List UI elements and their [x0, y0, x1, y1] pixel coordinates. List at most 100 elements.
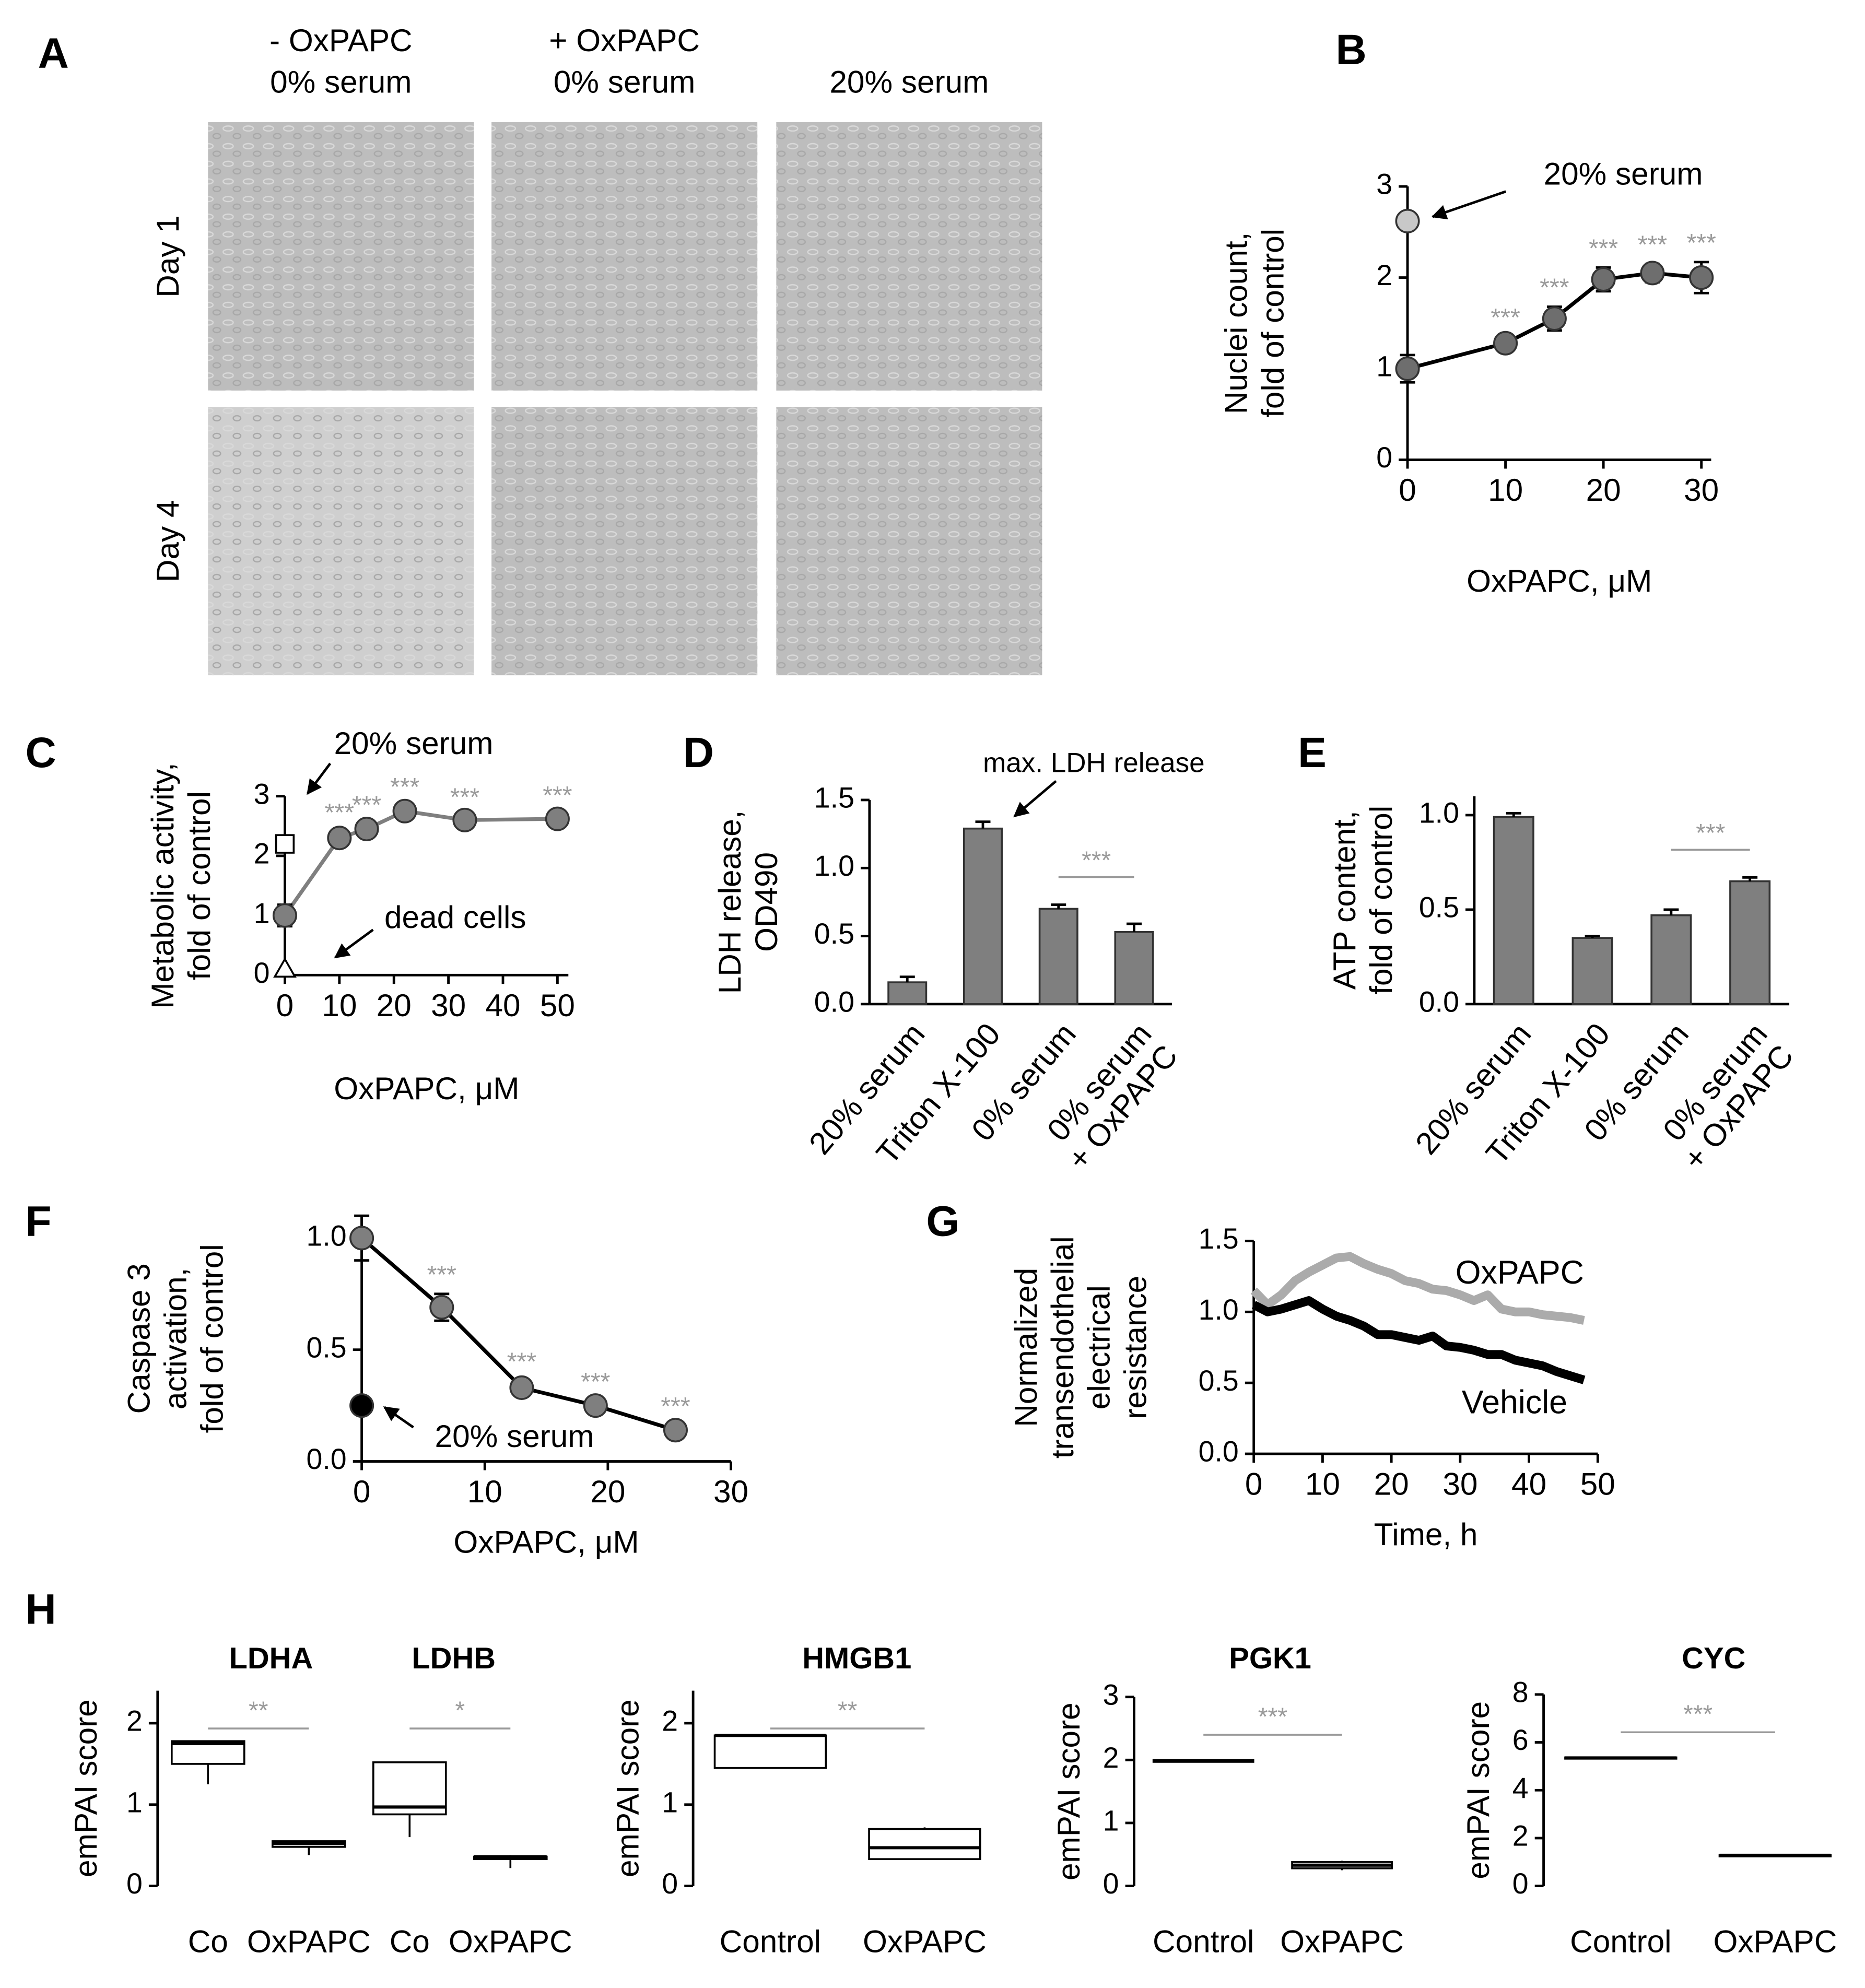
significance: *** — [325, 798, 355, 827]
x-tick-label: 30 — [431, 987, 466, 1023]
series-label: OxPAPC — [1456, 1254, 1584, 1291]
y-tick-label: 0.0 — [814, 985, 854, 1018]
bar — [1493, 816, 1534, 1005]
y-axis-label: emPAI score — [1051, 1702, 1086, 1880]
column-header: 20% serum — [829, 64, 989, 100]
x-tick-label: Control — [1570, 1923, 1671, 1959]
column-header: 0% serum — [270, 64, 412, 100]
x-tick-label: 10 — [1488, 472, 1523, 508]
marker — [1591, 267, 1616, 292]
x-tick-label: Co — [188, 1923, 228, 1959]
y-tick-label: 8 — [1512, 1676, 1529, 1709]
significance: *** — [581, 1368, 611, 1396]
y-tick-label: 3 — [254, 778, 270, 810]
y-tick-label: 0 — [1512, 1867, 1529, 1900]
y-tick-label: 3 — [1376, 168, 1392, 201]
significance: *** — [1638, 230, 1668, 258]
y-axis-label: fold of control — [181, 791, 217, 980]
marker — [429, 1295, 454, 1320]
x-tick-label: 10 — [467, 1474, 502, 1509]
y-tick-label: 3 — [1103, 1678, 1119, 1711]
panel-letter: G — [926, 1198, 959, 1245]
column-header: - OxPAPC — [269, 22, 413, 58]
marker — [1395, 208, 1420, 233]
line — [1251, 1296, 1586, 1384]
error-bar — [899, 975, 915, 983]
line — [1250, 1252, 1585, 1325]
y-tick-label: 0 — [254, 957, 270, 989]
row-label: Day 4 — [150, 500, 185, 582]
x-tick-label: Control — [1153, 1923, 1254, 1959]
y-axis-label: Normalized — [1008, 1268, 1043, 1427]
marker — [349, 1226, 374, 1251]
y-tick-label: 0 — [1103, 1867, 1119, 1900]
annotation-arrow — [306, 762, 332, 795]
x-tick-label: 20 — [590, 1474, 625, 1509]
x-axis-label: OxPAPC, μM — [1467, 563, 1652, 598]
x-tick-label: Control — [720, 1923, 821, 1959]
significance: *** — [1082, 846, 1111, 874]
significance: *** — [661, 1392, 690, 1420]
panel-title: LDHB — [412, 1642, 496, 1675]
y-axis-label: activation, — [157, 1268, 193, 1409]
y-tick-label: 0.5 — [1419, 891, 1459, 924]
annotation: max. LDH release — [983, 747, 1205, 778]
series-label: Vehicle — [1462, 1384, 1567, 1421]
x-tick-label: 20 — [377, 987, 412, 1023]
x-tick-label: 20 — [1586, 472, 1621, 508]
y-axis-label: Caspase 3 — [121, 1263, 156, 1414]
micrograph-texture — [491, 122, 758, 391]
box — [713, 1734, 827, 1769]
annotation: 20% serum — [334, 725, 494, 761]
y-tick-label: 0.5 — [307, 1331, 347, 1363]
panel-letter: A — [38, 30, 69, 77]
x-tick-label: 30 — [1442, 1466, 1477, 1502]
bar — [887, 981, 928, 1005]
x-tick-label: 10 — [1305, 1466, 1340, 1502]
y-tick-label: 2 — [1103, 1742, 1119, 1774]
column-header: + OxPAPC — [549, 22, 700, 58]
panel-letter: C — [25, 729, 56, 777]
column-header: 0% serum — [554, 64, 695, 100]
error-bar — [1742, 876, 1758, 881]
y-axis-label: transendothelial — [1045, 1236, 1080, 1458]
x-axis-label: OxPAPC, μM — [334, 1071, 519, 1106]
y-tick-label: 2 — [1512, 1820, 1529, 1852]
y-axis-label: Nuclei count, — [1218, 232, 1254, 415]
y-tick-label: 1.0 — [307, 1220, 347, 1252]
panel-letter: D — [683, 729, 714, 777]
x-tick-label: 0 — [1399, 472, 1416, 508]
marker — [663, 1418, 688, 1443]
panel-letter: H — [25, 1586, 56, 1633]
significance: *** — [1540, 273, 1569, 301]
x-tick-label: OxPAPC — [863, 1923, 987, 1959]
micrograph-texture — [776, 407, 1042, 676]
x-tick-label: 50 — [540, 987, 575, 1023]
error-bar — [1506, 811, 1521, 817]
y-tick-label: 1.0 — [814, 850, 854, 882]
y-axis-label: resistance — [1118, 1276, 1153, 1419]
y-tick-label: 0.5 — [1199, 1364, 1239, 1397]
panel-title: HMGB1 — [802, 1642, 911, 1675]
annotation: 20% serum — [1544, 156, 1703, 192]
annotation: dead cells — [384, 899, 526, 935]
y-axis-label: Metabolic activity, — [145, 762, 180, 1008]
y-tick-label: 0.0 — [1199, 1436, 1239, 1468]
y-tick-label: 0.5 — [814, 917, 854, 950]
y-axis-label: fold of control — [1363, 806, 1399, 995]
significance: * — [455, 1696, 465, 1724]
line — [283, 809, 558, 917]
y-tick-label: 0.0 — [1419, 985, 1459, 1018]
x-tick-label: 20 — [1374, 1466, 1409, 1502]
box — [868, 1828, 981, 1860]
significance: *** — [390, 773, 420, 801]
x-tick-label: 0 — [276, 987, 294, 1023]
marker — [327, 826, 352, 851]
significance: *** — [1491, 303, 1520, 332]
marker — [1640, 261, 1665, 286]
y-axis-label: fold of control — [1255, 229, 1291, 418]
y-tick-label: 1.5 — [814, 782, 854, 814]
significance: *** — [1683, 1700, 1713, 1728]
